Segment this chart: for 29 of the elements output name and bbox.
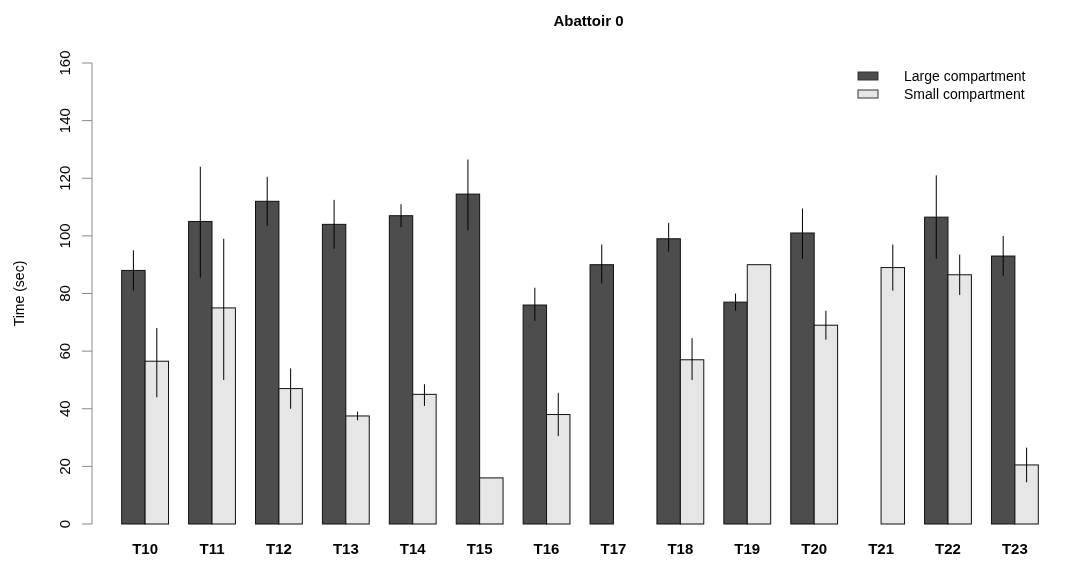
x-tick-label: T23	[1001, 540, 1028, 557]
x-tick-label: T19	[734, 540, 761, 557]
bar	[589, 264, 614, 525]
x-tick-label: T17	[600, 540, 627, 557]
y-tick-label: 60	[56, 342, 73, 360]
y-tick-label: 40	[56, 400, 73, 418]
x-tick-label: T22	[935, 540, 961, 557]
y-tick-label: 20	[56, 458, 73, 475]
x-tick-label: T20	[801, 540, 828, 557]
x-tick-label: T16	[533, 540, 560, 557]
x-tick-label: T14	[399, 540, 427, 557]
chart-title: Abattoir 0	[553, 12, 624, 29]
x-tick-label: T10	[132, 540, 159, 557]
y-tick-label: 100	[56, 223, 73, 249]
x-tick-label: T11	[199, 540, 225, 557]
y-axis-title: Time (sec)	[11, 260, 27, 327]
y-tick-label: 140	[56, 108, 73, 134]
x-tick-label: T13	[332, 540, 359, 557]
x-tick-label: T12	[265, 540, 292, 557]
bar	[880, 267, 905, 525]
y-tick-label: 80	[56, 285, 73, 302]
x-tick-label: T15	[466, 540, 493, 557]
y-tick-label: 160	[56, 50, 73, 76]
y-tick-label: 120	[56, 165, 73, 191]
x-tick-label: T21	[868, 540, 895, 557]
x-tick-label: T18	[667, 540, 694, 557]
y-tick-label: 0	[56, 519, 73, 529]
legend-label: Large compartment	[904, 68, 1026, 84]
legend-label: Small compartment	[904, 86, 1025, 102]
